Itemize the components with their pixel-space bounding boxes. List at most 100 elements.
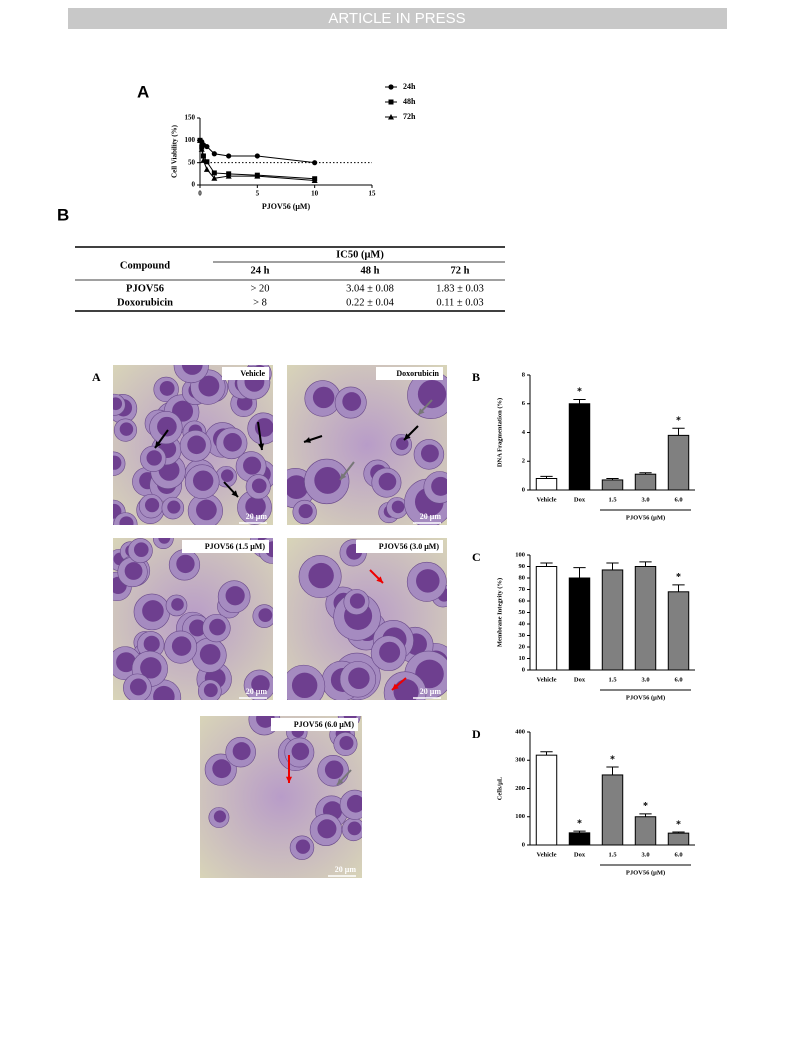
y-tick-label: 90 bbox=[519, 563, 526, 570]
marker bbox=[388, 99, 394, 105]
panel-label: C bbox=[472, 550, 481, 564]
bar bbox=[535, 478, 558, 491]
nucleus bbox=[142, 600, 164, 622]
error-bar bbox=[639, 561, 652, 567]
nucleus bbox=[176, 554, 195, 574]
bar bbox=[601, 479, 624, 491]
nucleus bbox=[212, 759, 232, 779]
nucleus bbox=[312, 386, 335, 409]
significance: * bbox=[643, 801, 648, 812]
nucleus bbox=[420, 444, 439, 463]
marker bbox=[388, 114, 394, 120]
y-tick-label: 200 bbox=[515, 785, 525, 792]
table-cell: 0.11 ± 0.03 bbox=[436, 297, 483, 308]
nucleus bbox=[339, 736, 354, 751]
marker bbox=[211, 151, 217, 157]
arrow-head bbox=[231, 490, 238, 497]
bar bbox=[634, 566, 657, 671]
marker bbox=[204, 143, 210, 150]
x-tick-label: 6.0 bbox=[674, 496, 682, 503]
nucleus bbox=[245, 496, 266, 517]
nucleus bbox=[171, 636, 192, 656]
scale-label: 20 μm bbox=[335, 865, 357, 874]
nucleus bbox=[133, 542, 149, 557]
marker bbox=[226, 153, 232, 159]
error-bar bbox=[672, 831, 685, 834]
marker bbox=[211, 175, 218, 181]
significance: * bbox=[676, 572, 681, 583]
arrow-head bbox=[340, 473, 347, 480]
group-label: PJOV56 (μM) bbox=[626, 694, 665, 701]
nucleus bbox=[116, 652, 136, 673]
error-bar bbox=[672, 584, 685, 592]
arrow-head bbox=[304, 437, 311, 443]
bar bbox=[667, 434, 690, 491]
x-tick-label: 6.0 bbox=[674, 851, 682, 858]
nucleus bbox=[113, 455, 122, 470]
error-bar bbox=[672, 427, 685, 436]
y-tick-label: 0 bbox=[192, 181, 196, 189]
nucleus bbox=[346, 794, 362, 813]
nucleus bbox=[196, 499, 217, 521]
marker bbox=[197, 137, 203, 143]
marker bbox=[203, 166, 210, 172]
y-tick-label: 0 bbox=[522, 666, 525, 673]
y-tick-label: 6 bbox=[522, 400, 526, 407]
error-bar bbox=[540, 751, 553, 756]
nucleus bbox=[192, 470, 214, 491]
arrow-head bbox=[376, 576, 383, 583]
micrograph: Doxorubicin 20 μm bbox=[287, 365, 447, 525]
bar bbox=[601, 774, 624, 846]
column-header: 72 h bbox=[451, 265, 470, 276]
scale-label: 20 μm bbox=[420, 512, 442, 521]
nucleus bbox=[251, 478, 267, 494]
caption-box bbox=[222, 367, 269, 380]
significance: * bbox=[676, 415, 681, 426]
ic50-table: B Compound IC50 (μM) 24 h 48 h 72 h PJOV56 >… bbox=[57, 205, 505, 312]
nucleus bbox=[181, 365, 203, 375]
nucleus bbox=[287, 475, 309, 499]
scale-label: 20 μm bbox=[420, 687, 442, 696]
micrograph: PJOV56 (3.0 μM) 20 μm bbox=[287, 538, 447, 700]
nucleus bbox=[129, 678, 147, 696]
y-tick-label: 20 bbox=[519, 643, 526, 650]
legend-label: 48h bbox=[403, 97, 416, 106]
marker bbox=[254, 173, 261, 179]
y-tick-label: 70 bbox=[519, 586, 526, 593]
marker bbox=[200, 153, 206, 159]
nucleus bbox=[308, 562, 334, 589]
y-axis-label: Cell Viability (%) bbox=[171, 124, 179, 178]
panel-label: A bbox=[92, 370, 101, 384]
series-line bbox=[199, 139, 315, 164]
marker bbox=[225, 173, 232, 179]
arrow-head bbox=[155, 441, 162, 448]
banner: ARTICLE IN PRESS bbox=[328, 10, 465, 27]
nucleus bbox=[348, 667, 370, 690]
significance: * bbox=[577, 818, 582, 829]
y-tick-label: 0 bbox=[522, 841, 525, 848]
arrow-head bbox=[258, 443, 265, 450]
arrow-head bbox=[337, 778, 344, 785]
x-tick-label: 6.0 bbox=[674, 676, 682, 683]
caption-box bbox=[376, 367, 443, 380]
y-tick-label: 60 bbox=[519, 597, 526, 604]
error-bar bbox=[540, 562, 553, 567]
cells bbox=[287, 371, 447, 525]
nucleus bbox=[157, 416, 177, 437]
nucleus bbox=[391, 500, 405, 514]
nucleus bbox=[199, 643, 221, 665]
nucleus bbox=[232, 742, 251, 761]
cells bbox=[113, 365, 273, 525]
column-header: 48 h bbox=[361, 265, 380, 276]
nucleus bbox=[158, 538, 171, 544]
error-bar bbox=[573, 830, 586, 833]
nucleus bbox=[153, 685, 175, 700]
x-tick-label: 3.0 bbox=[641, 851, 649, 858]
bar bbox=[601, 569, 624, 671]
y-axis-label: Membrane Integrity (%) bbox=[496, 578, 503, 647]
error-bar bbox=[606, 766, 619, 775]
x-tick-label: 10 bbox=[311, 190, 319, 198]
bar bbox=[634, 473, 657, 491]
bar bbox=[667, 591, 690, 671]
